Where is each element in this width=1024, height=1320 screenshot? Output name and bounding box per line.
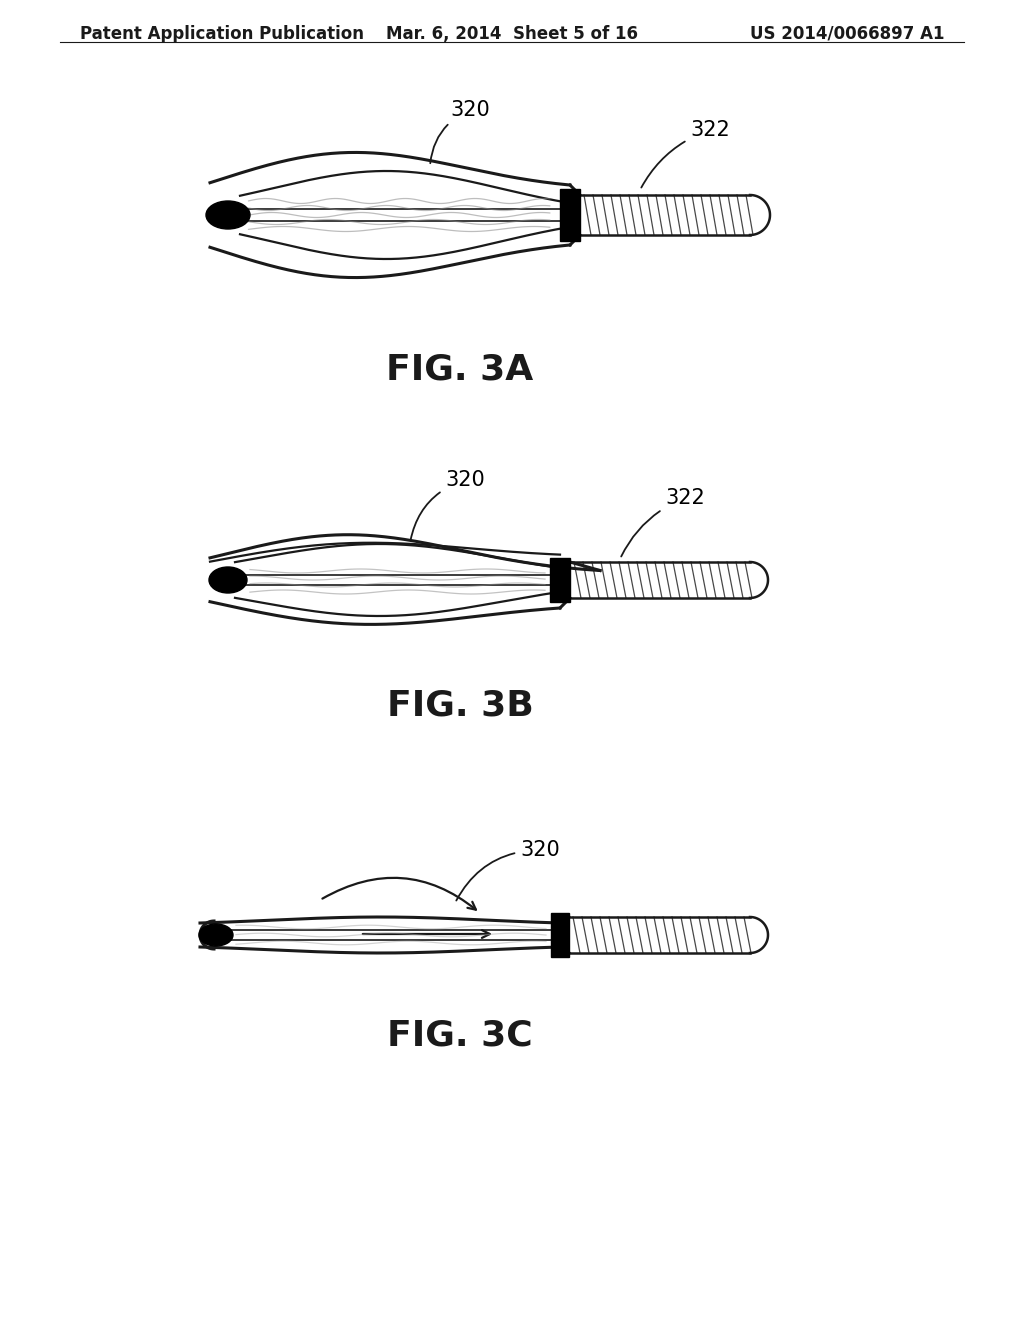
Text: Mar. 6, 2014  Sheet 5 of 16: Mar. 6, 2014 Sheet 5 of 16	[386, 25, 638, 44]
Text: 320: 320	[430, 100, 489, 164]
Text: 322: 322	[641, 120, 730, 187]
Bar	[560, 189, 580, 242]
Bar	[550, 558, 570, 602]
Text: 322: 322	[622, 488, 705, 557]
Ellipse shape	[206, 201, 250, 228]
Text: FIG. 3A: FIG. 3A	[386, 352, 534, 385]
Text: 320: 320	[411, 470, 484, 540]
Text: Patent Application Publication: Patent Application Publication	[80, 25, 364, 44]
Bar	[551, 913, 569, 957]
Text: US 2014/0066897 A1: US 2014/0066897 A1	[750, 25, 944, 44]
Ellipse shape	[209, 568, 247, 593]
Text: 320: 320	[457, 840, 560, 900]
Text: FIG. 3C: FIG. 3C	[387, 1018, 532, 1052]
Text: FIG. 3B: FIG. 3B	[387, 688, 534, 722]
Ellipse shape	[199, 924, 233, 946]
